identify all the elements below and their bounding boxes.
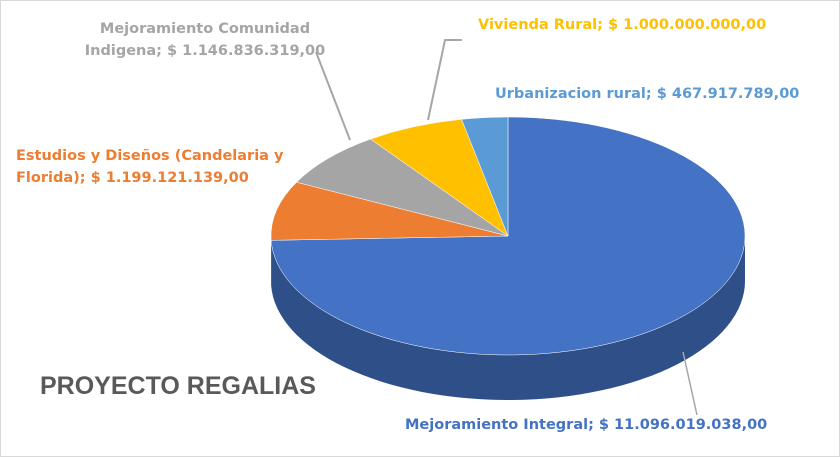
data-label: Estudios y Diseños (Candelaria y Florida… [16,148,284,186]
leader-line [315,51,351,141]
data-label: Mejoramiento Integral; $ 11.096.019.038,… [405,417,768,433]
leader-line [427,39,462,121]
slice-side [271,236,745,400]
slice [461,116,509,237]
slice-side-shade [271,236,745,400]
leader-line [682,351,698,416]
pie [270,116,746,400]
data-label: Mejoramiento Comunidad Indigena; $ 1.146… [84,21,326,59]
data-label: Vivienda Rural; $ 1.000.000.000,00 [478,17,767,33]
slice [296,138,509,237]
data-label: Urbanizacion rural; $ 467.917.789,00 [495,86,800,102]
chart-title: PROYECTO REGALIAS [40,372,316,400]
slice [270,181,509,241]
